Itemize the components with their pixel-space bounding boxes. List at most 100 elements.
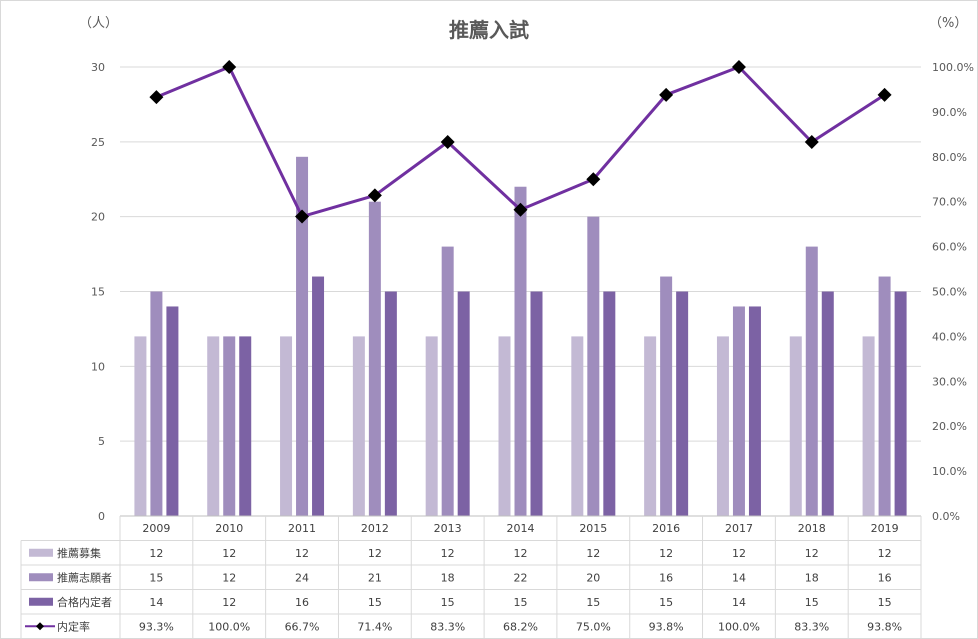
legend-label-1: 推薦募集 xyxy=(57,546,101,560)
point-rate-2018 xyxy=(804,134,819,149)
y-left-tick-label: 10 xyxy=(91,360,105,373)
data-label: 16 xyxy=(878,571,892,584)
data-label: 93.8% xyxy=(867,620,902,633)
bar-2019-2 xyxy=(878,276,891,516)
legend-label-2: 推薦志願者 xyxy=(57,570,112,584)
data-label: 12 xyxy=(222,596,236,609)
bar-2019-3 xyxy=(894,291,907,516)
y-left-tick-label: 20 xyxy=(91,211,105,224)
x-tick-label: 2019 xyxy=(871,522,899,535)
x-tick-label: 2016 xyxy=(652,522,680,535)
y-left-tick-label: 0 xyxy=(98,510,105,523)
data-label: 18 xyxy=(441,571,455,584)
y-right-tick-label: 70.0% xyxy=(932,196,967,209)
data-label: 12 xyxy=(659,547,673,560)
y-right-tick-label: 100.0% xyxy=(932,61,974,74)
bar-2010-2 xyxy=(223,336,236,516)
right-axis-unit: （%） xyxy=(929,16,967,31)
point-rate-2012 xyxy=(367,188,382,203)
data-label: 12 xyxy=(514,547,528,560)
data-label: 15 xyxy=(441,596,455,609)
data-label: 100.0% xyxy=(718,620,760,633)
data-label: 66.7% xyxy=(285,620,320,633)
x-tick-label: 2012 xyxy=(361,522,389,535)
legend-key-1 xyxy=(29,548,53,557)
y-right-tick-label: 30.0% xyxy=(932,375,967,388)
data-label: 15 xyxy=(149,571,163,584)
data-label: 16 xyxy=(659,571,673,584)
data-label: 24 xyxy=(295,571,309,584)
bar-2019-1 xyxy=(862,336,875,516)
y-left-tick-label: 5 xyxy=(98,435,105,448)
legend-key-3 xyxy=(29,597,53,606)
data-label: 16 xyxy=(295,596,309,609)
data-label: 12 xyxy=(222,571,236,584)
data-label: 12 xyxy=(149,547,163,560)
data-label: 14 xyxy=(732,596,746,609)
y-left-tick-label: 30 xyxy=(91,61,105,74)
data-label: 15 xyxy=(659,596,673,609)
bar-2015-3 xyxy=(603,291,616,516)
data-label: 83.3% xyxy=(430,620,465,633)
data-label: 12 xyxy=(586,547,600,560)
y-right-tick-label: 50.0% xyxy=(932,286,967,299)
x-tick-label: 2013 xyxy=(434,522,462,535)
bar-2018-2 xyxy=(805,246,818,516)
bar-2012-2 xyxy=(368,201,381,516)
data-label: 93.8% xyxy=(649,620,684,633)
y-right-tick-label: 80.0% xyxy=(932,151,967,164)
y-right-tick-label: 60.0% xyxy=(932,241,967,254)
y-right-tick-label: 90.0% xyxy=(932,106,967,119)
data-label: 15 xyxy=(805,596,819,609)
bar-2010-1 xyxy=(207,336,220,516)
point-rate-2013 xyxy=(440,134,455,149)
legend-label-4: 内定率 xyxy=(57,619,90,633)
bar-2009-2 xyxy=(150,291,163,516)
data-label: 22 xyxy=(514,571,528,584)
y-right-tick-label: 40.0% xyxy=(932,330,967,343)
bar-2012-3 xyxy=(384,291,397,516)
x-tick-label: 2014 xyxy=(507,522,535,535)
data-label: 71.4% xyxy=(357,620,392,633)
data-label: 14 xyxy=(732,571,746,584)
data-label: 100.0% xyxy=(208,620,250,633)
bar-2018-3 xyxy=(821,291,834,516)
data-label: 12 xyxy=(222,547,236,560)
data-label: 93.3% xyxy=(139,620,174,633)
bar-2014-2 xyxy=(514,186,527,516)
bar-2014-3 xyxy=(530,291,543,516)
bar-2014-1 xyxy=(498,336,511,516)
point-rate-2019 xyxy=(877,87,892,102)
point-rate-2014 xyxy=(513,202,528,217)
data-label: 12 xyxy=(805,547,819,560)
legend-label-3: 合格内定者 xyxy=(57,595,112,609)
legend-key-marker xyxy=(36,622,44,631)
y-right-tick-label: 0.0% xyxy=(932,510,960,523)
bar-2012-1 xyxy=(352,336,365,516)
bar-2016-2 xyxy=(660,276,673,516)
data-label: 21 xyxy=(368,571,382,584)
left-axis-unit: （人） xyxy=(79,16,118,31)
x-tick-label: 2010 xyxy=(215,522,243,535)
data-label: 20 xyxy=(586,571,600,584)
bar-2015-1 xyxy=(571,336,584,516)
bar-2013-1 xyxy=(425,336,438,516)
data-label: 12 xyxy=(878,547,892,560)
data-label: 68.2% xyxy=(503,620,538,633)
x-tick-label: 2015 xyxy=(579,522,607,535)
bar-2017-3 xyxy=(748,306,761,516)
bar-2017-1 xyxy=(716,336,729,516)
bar-2016-1 xyxy=(644,336,657,516)
bar-2018-1 xyxy=(789,336,802,516)
data-label: 12 xyxy=(441,547,455,560)
bar-2017-2 xyxy=(732,306,745,516)
data-label: 15 xyxy=(514,596,528,609)
data-label: 15 xyxy=(878,596,892,609)
y-right-tick-label: 10.0% xyxy=(932,465,967,478)
y-left-tick-label: 25 xyxy=(91,136,105,149)
x-tick-label: 2011 xyxy=(288,522,316,535)
point-rate-2010 xyxy=(222,60,237,74)
data-label: 83.3% xyxy=(794,620,829,633)
